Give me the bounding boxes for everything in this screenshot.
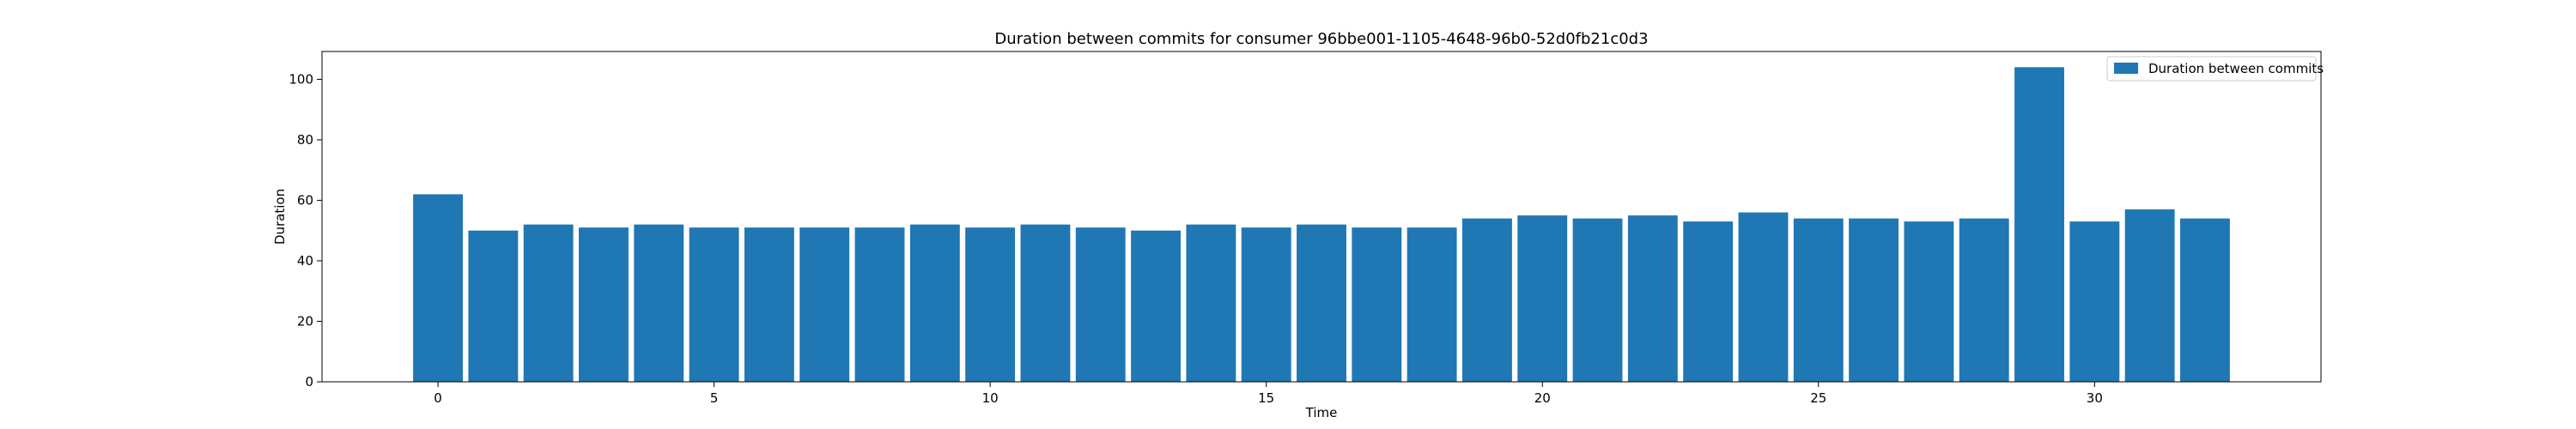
bar-25 (1793, 218, 1844, 382)
bar-1 (468, 230, 519, 382)
bar-27 (1904, 221, 1954, 382)
legend: Duration between commits (2106, 56, 2324, 82)
x-tick-label: 5 (710, 390, 719, 406)
plot-frame (321, 51, 2322, 383)
bar-2 (523, 224, 574, 382)
bar-9 (909, 224, 960, 382)
bar-23 (1683, 221, 1734, 382)
bar-3 (579, 227, 629, 382)
bar-26 (1849, 218, 1899, 382)
bar-11 (1020, 224, 1071, 382)
bar-20 (1517, 215, 1568, 382)
x-tick-label: 25 (1810, 390, 1826, 406)
x-tick-label: 30 (2087, 390, 2103, 406)
legend-swatch (2114, 63, 2138, 74)
bar-31 (2124, 209, 2175, 382)
y-axis-label: Duration (272, 189, 288, 245)
x-tick-label: 10 (982, 390, 999, 406)
bars-layer (413, 67, 2230, 382)
legend-frame (2106, 56, 2317, 82)
bar-32 (2180, 218, 2230, 382)
y-tick-label: 0 (305, 374, 313, 390)
bar-14 (1186, 224, 1236, 382)
bar-19 (1461, 218, 1512, 382)
bar-13 (1131, 230, 1182, 382)
y-tick-label: 80 (297, 132, 313, 148)
y-tick-label: 20 (297, 313, 313, 329)
bar-18 (1406, 227, 1457, 382)
x-tick-label: 20 (1534, 390, 1551, 406)
bar-8 (854, 227, 905, 382)
bar-29 (2014, 67, 2064, 382)
y-tick-label: 100 (289, 71, 313, 87)
x-tick-label: 0 (434, 390, 442, 406)
bar-28 (1959, 218, 2009, 382)
bar-30 (2069, 221, 2120, 382)
bar-4 (634, 224, 684, 382)
bar-6 (744, 227, 794, 382)
x-tick-label: 15 (1258, 390, 1274, 406)
y-tick-label: 60 (297, 192, 313, 208)
y-axis: 0 20 40 60 80 100 (289, 71, 322, 390)
bar-7 (799, 227, 850, 382)
y-tick-label: 40 (297, 253, 313, 269)
bar-15 (1241, 227, 1291, 382)
x-axis-label: Time (1305, 405, 1338, 420)
x-axis: 0 5 10 15 20 25 30 (434, 382, 2103, 406)
legend-label: Duration between commits (2148, 61, 2324, 76)
bar-5 (689, 227, 739, 382)
bar-17 (1352, 227, 1402, 382)
bar-10 (965, 227, 1016, 382)
chart-title: Duration between commits for consumer 96… (994, 30, 1648, 48)
bar-22 (1627, 215, 1678, 382)
bar-0 (413, 194, 463, 382)
bar-16 (1297, 224, 1346, 382)
bar-21 (1572, 218, 1623, 382)
bar-12 (1075, 227, 1126, 382)
bar-24 (1738, 212, 1789, 382)
